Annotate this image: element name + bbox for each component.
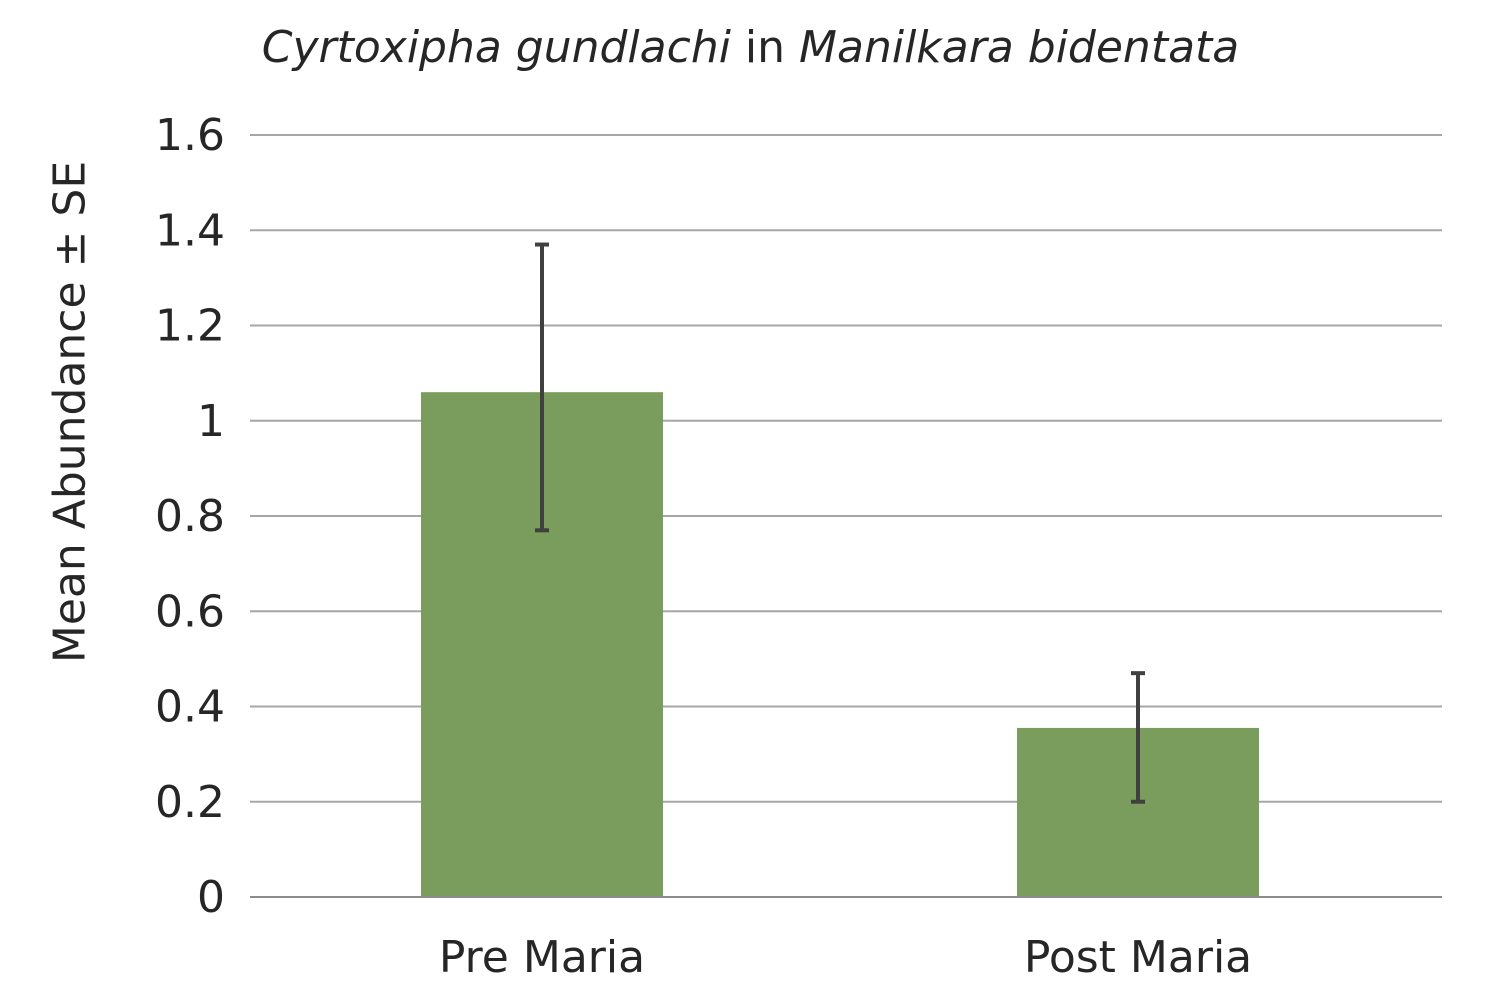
error-bars — [535, 242, 1145, 804]
error-bar-1 — [1131, 671, 1145, 804]
title-part-1: Cyrtoxipha gundlachi — [261, 22, 731, 73]
error-bar-0 — [535, 242, 549, 533]
y-tick-label-4: 0.8 — [155, 491, 225, 542]
x-tick-labels: Pre Maria Post Maria — [439, 932, 1252, 983]
y-tick-labels: 0 0.2 0.4 0.6 0.8 1 1.2 1.4 1.6 — [155, 110, 225, 923]
chart-title: Cyrtoxipha gundlachi in Manilkara bident… — [0, 22, 1501, 73]
y-tick-label-3: 0.6 — [155, 586, 225, 637]
title-part-2: in — [730, 22, 800, 73]
y-tick-label-8: 1.6 — [155, 110, 225, 161]
y-tick-label-1: 0.2 — [155, 777, 225, 828]
y-tick-label-5: 1 — [197, 396, 225, 447]
x-tick-label-0: Pre Maria — [439, 932, 645, 983]
y-tick-label-2: 0.4 — [155, 682, 225, 733]
bars — [421, 392, 1259, 896]
y-tick-label-6: 1.2 — [155, 301, 225, 352]
title-part-3: Manilkara bidentata — [799, 22, 1240, 73]
x-tick-label-1: Post Maria — [1024, 932, 1252, 983]
y-tick-label-0: 0 — [197, 872, 225, 923]
y-tick-label-7: 1.4 — [155, 205, 225, 256]
